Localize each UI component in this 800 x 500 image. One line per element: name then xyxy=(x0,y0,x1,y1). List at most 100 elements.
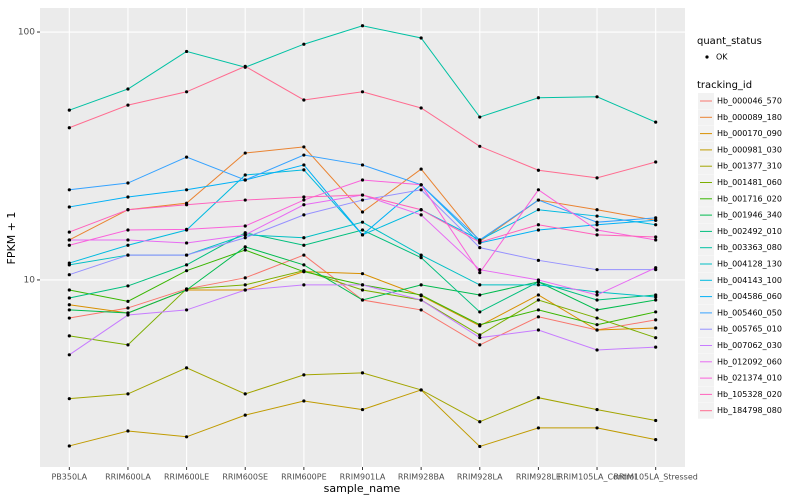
legend-label: Hb_001377_310 xyxy=(717,162,782,171)
point xyxy=(536,168,541,172)
point xyxy=(595,308,599,312)
point xyxy=(536,228,541,232)
legend-key xyxy=(705,55,709,59)
point xyxy=(536,96,541,100)
point xyxy=(67,296,71,300)
point xyxy=(654,438,658,442)
y-tick-label: 100 xyxy=(18,28,35,38)
point xyxy=(478,283,482,287)
point xyxy=(302,153,306,157)
x-tick-label: RRIM600PE xyxy=(281,473,327,482)
point xyxy=(126,87,130,91)
point xyxy=(243,178,247,182)
point xyxy=(126,392,130,396)
point xyxy=(595,348,599,352)
point xyxy=(478,343,482,347)
point xyxy=(67,397,71,401)
point xyxy=(67,316,71,320)
point xyxy=(126,343,130,347)
x-axis-title: sample_name xyxy=(324,482,401,495)
point xyxy=(302,373,306,377)
point xyxy=(595,95,599,99)
point xyxy=(184,227,189,231)
point xyxy=(360,24,365,28)
point xyxy=(595,323,599,327)
point xyxy=(595,290,599,294)
point xyxy=(184,49,189,54)
point xyxy=(478,444,482,449)
point xyxy=(360,210,365,214)
point xyxy=(536,278,541,282)
y-axis-title: FPKM + 1 xyxy=(5,212,18,265)
legend-label: Hb_000046_570 xyxy=(717,97,782,106)
x-tick-label: RRIM928LE xyxy=(516,473,561,482)
point xyxy=(419,253,423,257)
legend-label: Hb_007062_030 xyxy=(717,341,782,350)
point xyxy=(536,258,541,262)
legend-label: Hb_184798_080 xyxy=(717,406,782,415)
point xyxy=(654,238,658,242)
legend-label: OK xyxy=(716,53,728,62)
point xyxy=(67,444,71,448)
point xyxy=(67,243,71,247)
point xyxy=(536,293,541,297)
point xyxy=(67,108,71,112)
point xyxy=(478,333,482,337)
x-tick-label: RRIM105LA_Stressed xyxy=(614,473,698,482)
point xyxy=(419,208,423,212)
legend-label: Hb_105328_020 xyxy=(717,390,782,399)
point xyxy=(126,243,130,247)
point xyxy=(478,271,482,275)
point xyxy=(67,273,71,277)
point xyxy=(302,195,306,199)
point xyxy=(419,388,423,392)
point xyxy=(67,308,71,312)
legend-label: Hb_000170_090 xyxy=(717,129,782,138)
point xyxy=(419,167,423,171)
point xyxy=(243,224,247,228)
point xyxy=(360,407,365,412)
point xyxy=(126,313,130,317)
point xyxy=(302,243,306,247)
point xyxy=(184,188,189,192)
point xyxy=(126,429,130,433)
point xyxy=(302,198,306,202)
point xyxy=(654,310,658,314)
point xyxy=(536,198,541,202)
point xyxy=(184,435,189,439)
point xyxy=(419,106,423,110)
point xyxy=(536,223,541,227)
legend-label: Hb_000981_030 xyxy=(717,145,782,154)
legend-label: Hb_000089_180 xyxy=(717,113,782,122)
point xyxy=(654,218,658,222)
point xyxy=(360,163,365,167)
legend-label: Hb_004143_100 xyxy=(717,276,782,285)
point xyxy=(595,208,599,212)
x-tick-label: PB350LA xyxy=(51,473,87,482)
point xyxy=(302,213,306,217)
point xyxy=(536,426,541,430)
point xyxy=(478,240,482,244)
point xyxy=(67,353,71,357)
point xyxy=(302,98,306,102)
point xyxy=(595,214,599,218)
point xyxy=(302,270,306,274)
point xyxy=(595,233,599,237)
point xyxy=(67,261,71,265)
point xyxy=(478,144,482,148)
point xyxy=(536,396,541,400)
point xyxy=(67,303,71,307)
point xyxy=(478,246,482,250)
point xyxy=(243,413,247,417)
point xyxy=(67,205,71,209)
point xyxy=(478,293,482,297)
point xyxy=(654,326,658,330)
point xyxy=(654,295,658,299)
point xyxy=(419,183,423,187)
point xyxy=(184,269,189,273)
point xyxy=(126,306,130,310)
x-tick-label: RRIM928BA xyxy=(398,473,445,482)
point xyxy=(67,238,71,242)
